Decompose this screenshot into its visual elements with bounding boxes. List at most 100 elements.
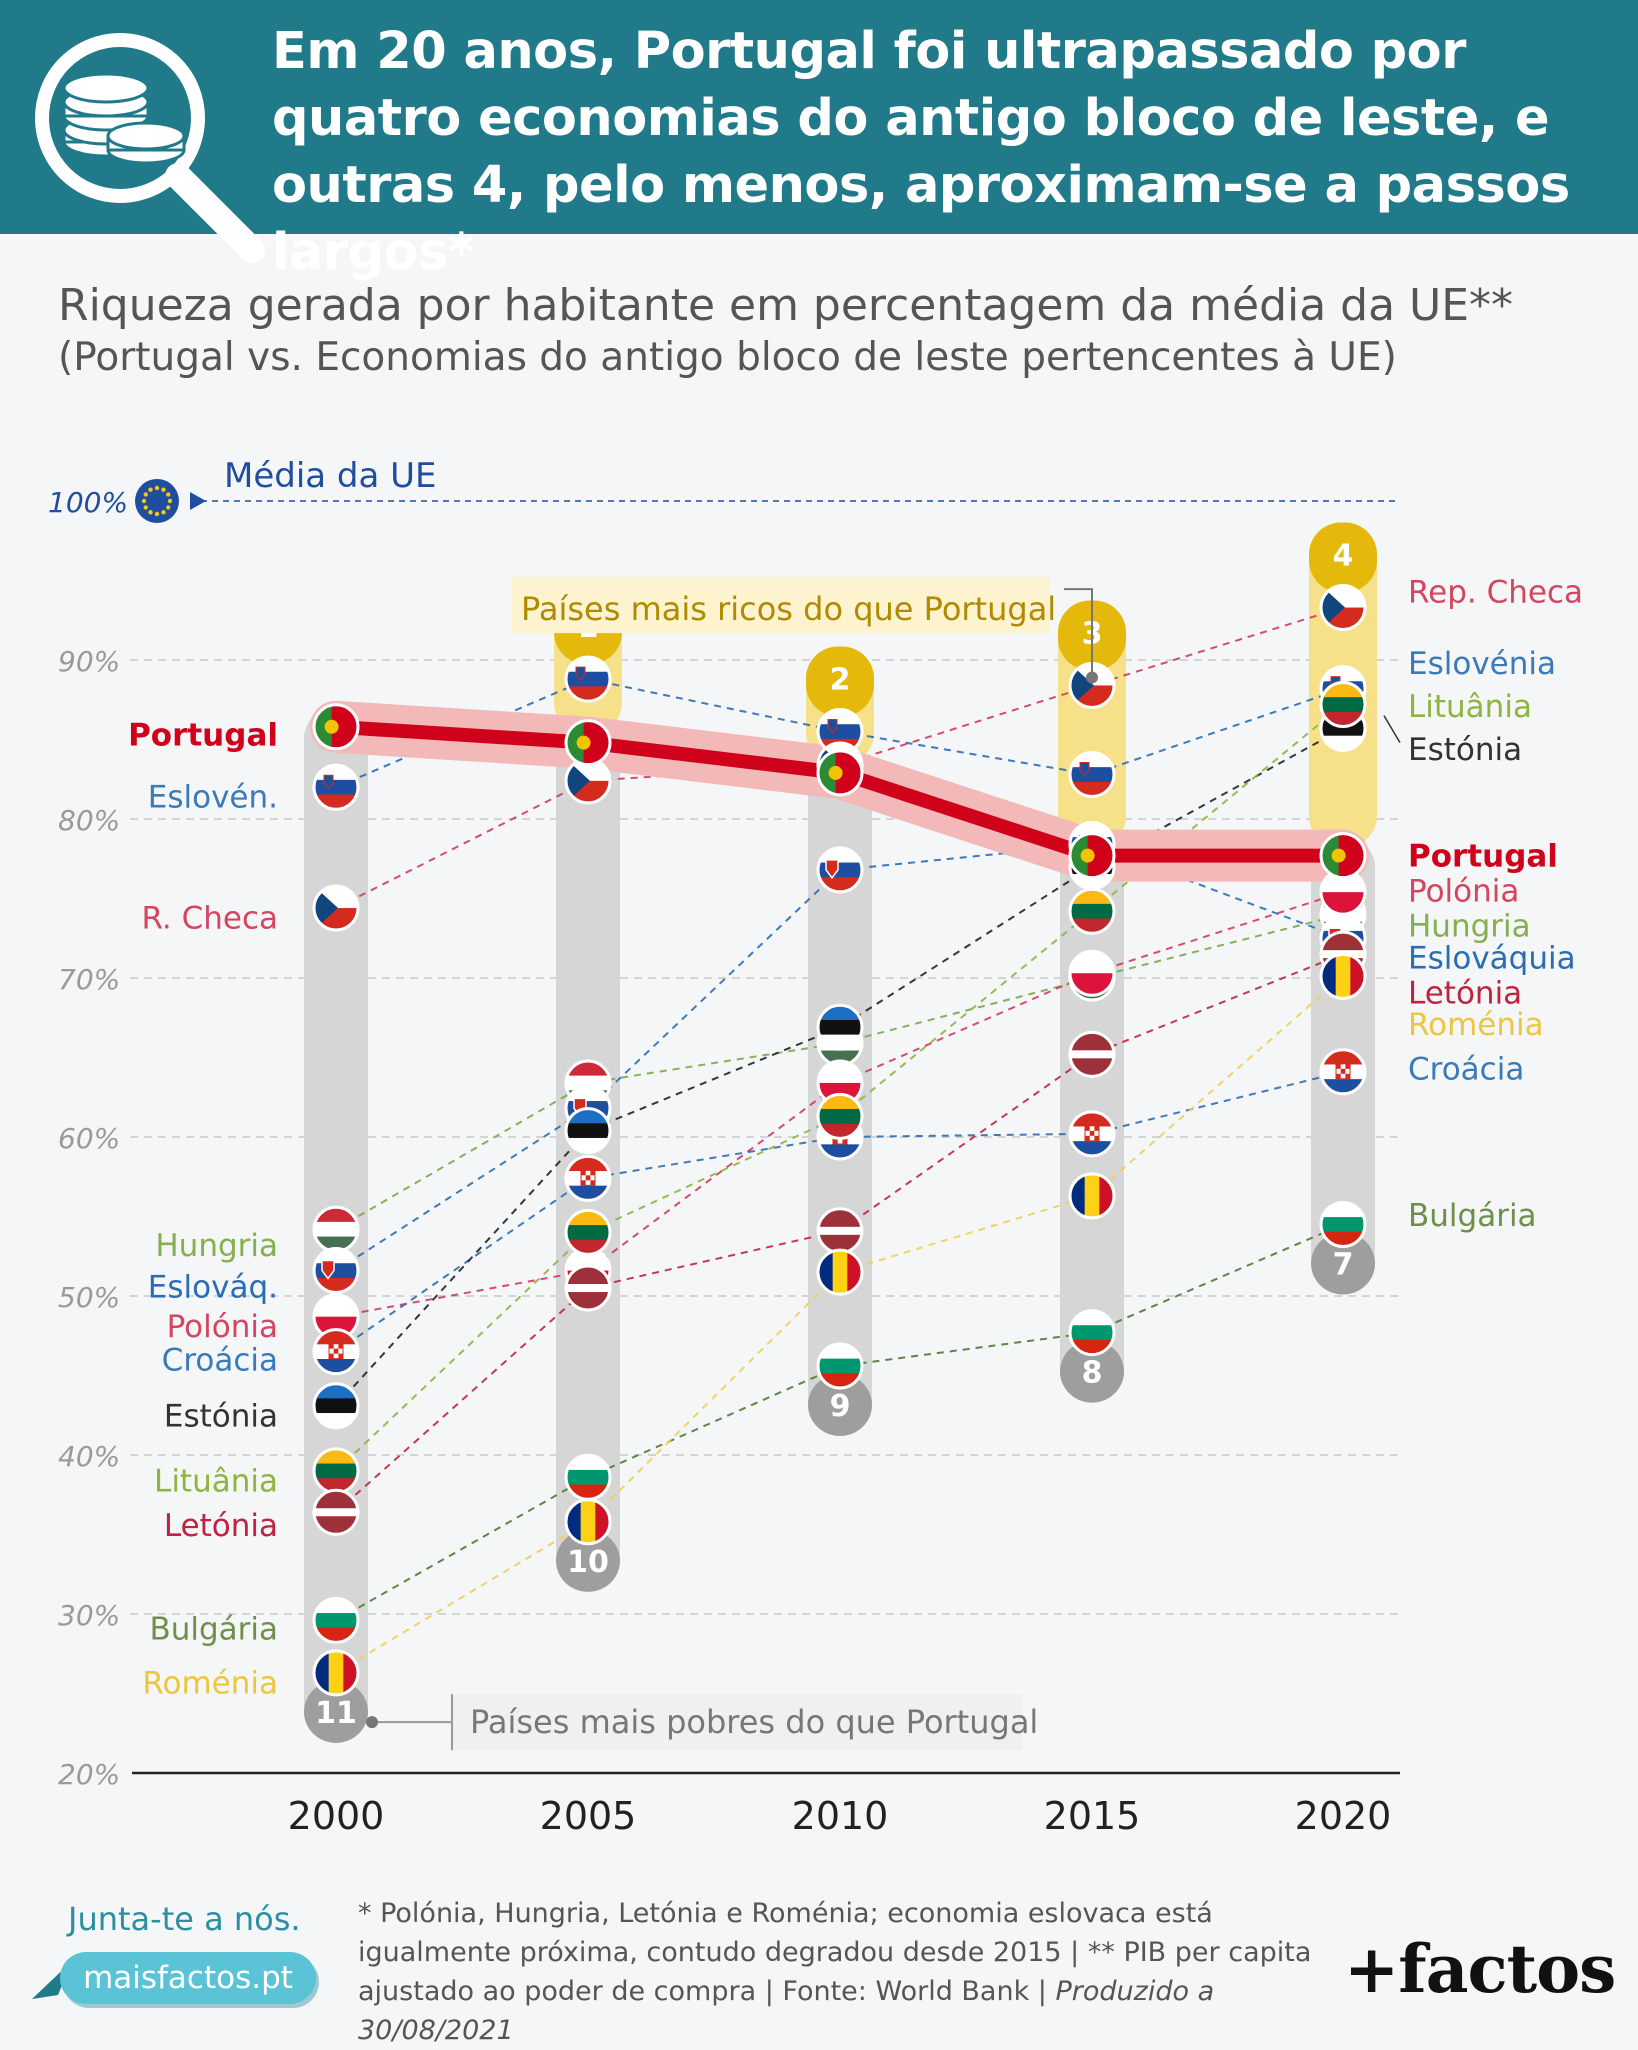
flag-pt-icon	[816, 749, 864, 797]
label-2000-sk: Eslováq.	[148, 1269, 278, 1305]
subtitle-line-1: Riqueza gerada por habitante em percenta…	[58, 280, 1514, 331]
footnote-text: * Polónia, Hungria, Letónia e Roménia; e…	[358, 1898, 1312, 2007]
poorer-count-badge	[556, 1529, 620, 1592]
flag-hr-icon	[1068, 1110, 1116, 1158]
label-2020-bg: Bulgária	[1408, 1198, 1537, 1234]
flag-cz-icon	[1068, 661, 1116, 709]
flag-si-icon	[564, 655, 612, 703]
flag-hr-icon	[312, 1328, 360, 1376]
flag-ro-icon	[1068, 1172, 1116, 1220]
x-tick-label: 2015	[1044, 1794, 1141, 1838]
label-2020-ro: Roménia	[1408, 1007, 1544, 1043]
y-tick-label: 50%	[58, 1281, 120, 1314]
flag-cz-icon	[564, 757, 612, 805]
poorer-count: 11	[315, 1696, 357, 1731]
poorer-count-badge	[1060, 1340, 1124, 1403]
x-tick-label: 2005	[540, 1794, 637, 1838]
y-tick-label: 70%	[58, 963, 120, 996]
series-line-pl	[335, 891, 1344, 1318]
flag-sk-icon	[816, 846, 864, 894]
series-line-ee	[335, 727, 1344, 1407]
x-tick-label: 2010	[792, 1794, 889, 1838]
poorer-callout-dot	[366, 1716, 378, 1729]
flag-ro-icon	[312, 1649, 360, 1697]
flag-hu-icon	[312, 1205, 360, 1253]
label-2020-lt: Lituânia	[1408, 689, 1532, 725]
label-2000-pl: Polónia	[167, 1309, 278, 1345]
flag-si-icon	[1068, 750, 1116, 798]
y-tick-label: 80%	[58, 804, 120, 837]
label-2020-pl: Polónia	[1408, 874, 1519, 910]
label-2020-ee: Estónia	[1408, 732, 1522, 768]
richer-count: 2	[830, 663, 851, 698]
y-tick-label: 30%	[58, 1599, 120, 1632]
gdp-chart: 20% 30% 40% 50% 60% 70% 80% 90% 100% Média da UE 1…	[48, 456, 1583, 1838]
site-link-button[interactable]: maisfactos.pt	[60, 1952, 316, 2004]
label-2000-hr: Croácia	[162, 1343, 278, 1379]
x-tick-label: 2020	[1295, 1794, 1392, 1838]
eu-flag-icon	[135, 479, 179, 523]
label-2020-lv: Letónia	[1408, 975, 1522, 1011]
label-2000-ro: Roménia	[142, 1665, 278, 1701]
flag-sk-icon	[312, 1247, 360, 1295]
page-title: Em 20 anos, Portugal foi ultrapassado po…	[272, 22, 1570, 282]
eu-average-label: Média da UE	[224, 456, 437, 496]
label-2000-hu: Hungria	[155, 1228, 278, 1264]
flag-pt-icon	[1319, 832, 1367, 880]
flag-si-icon	[312, 763, 360, 811]
join-us-text: Junta-te a nós.	[68, 1900, 301, 1938]
poorer-callout-box	[452, 1694, 1022, 1751]
richer-count: 4	[1333, 539, 1354, 574]
poorer-count: 7	[1333, 1247, 1354, 1282]
footnote: * Polónia, Hungria, Letónia e Roménia; e…	[358, 1894, 1358, 2050]
label-2020-cz: Rep. Checa	[1408, 575, 1583, 611]
flag-cz-icon	[1319, 584, 1367, 632]
flag-bg-icon	[816, 1342, 864, 1390]
poorer-count: 8	[1082, 1356, 1103, 1391]
richer-count-badge	[806, 646, 874, 717]
flag-pt-icon	[564, 719, 612, 767]
flag-ee-icon	[816, 1003, 864, 1051]
flag-hr-icon	[564, 1154, 612, 1202]
richer-callout-leader	[1064, 588, 1093, 678]
poorer-count: 10	[567, 1545, 609, 1580]
label-2020-pt: Portugal	[1408, 839, 1558, 875]
y-tick-label: 60%	[58, 1122, 120, 1155]
flag-ro-icon	[1319, 952, 1367, 1000]
chart-subtitle: Riqueza gerada por habitante em percenta…	[58, 280, 1618, 384]
label-2000-si: Eslovén.	[148, 780, 278, 816]
subtitle-line-2: (Portugal vs. Economias do antigo bloco …	[58, 335, 1397, 380]
poorer-count-badge	[1311, 1232, 1375, 1295]
production-date: Produzido a 30/08/2021	[358, 1976, 1215, 2046]
y-tick-label: 20%	[58, 1758, 120, 1791]
flag-bg-icon	[312, 1596, 360, 1644]
flag-hr-icon	[1319, 1048, 1367, 1096]
flag-bg-icon	[1319, 1200, 1367, 1248]
flag-lt-icon	[1068, 887, 1116, 935]
label-2000-cz: R. Checa	[141, 901, 278, 937]
flag-ee-icon	[312, 1382, 360, 1430]
flag-lt-icon	[564, 1208, 612, 1256]
y-tick-label: 90%	[58, 645, 120, 678]
coins-magnifier-icon	[35, 33, 265, 263]
richer-count-badge	[1309, 522, 1377, 593]
label-2020-sk: Eslováquia	[1408, 940, 1576, 976]
flag-lv-icon	[312, 1488, 360, 1536]
label-2000-pt: Portugal	[128, 718, 278, 754]
header-banner	[0, 0, 1638, 234]
leader-line	[1383, 715, 1401, 744]
richer-callout-dot	[1086, 671, 1098, 684]
label-2000-lt: Lituânia	[154, 1463, 278, 1499]
flag-pt-icon	[1068, 832, 1116, 880]
y-tick-label: 40%	[58, 1440, 120, 1473]
flag-ro-icon	[564, 1498, 612, 1546]
flag-ee-icon	[564, 1107, 612, 1155]
flag-pt-icon	[312, 703, 360, 751]
flag-lt-icon	[312, 1447, 360, 1495]
poorer-count-badge	[808, 1373, 872, 1436]
flag-ro-icon	[816, 1248, 864, 1296]
label-2000-lv: Letónia	[164, 1508, 278, 1544]
brand-logo: +factos	[1344, 1930, 1616, 2008]
label-2020-hr: Croácia	[1408, 1052, 1524, 1088]
flag-lv-icon	[564, 1264, 612, 1312]
